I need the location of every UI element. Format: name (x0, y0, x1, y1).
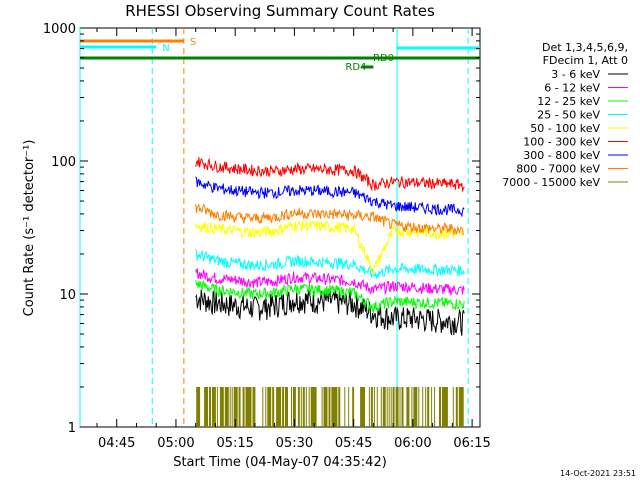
x-tick-label-2: 05:15 (216, 436, 253, 451)
legend-entry-5: 100 - 300 keV (523, 136, 600, 149)
series-line-3 (195, 249, 465, 279)
series-line-0 (195, 289, 465, 336)
series-line-1 (195, 268, 465, 296)
y-tick-label-0: 1 (68, 421, 76, 436)
y-tick-label-2: 100 (51, 155, 76, 170)
status-flags: S N RD0 RD4 (80, 37, 480, 73)
legend-entry-4: 50 - 100 keV (530, 122, 600, 135)
legend-entry-7: 800 - 7000 keV (516, 163, 600, 176)
series-lines (195, 157, 465, 427)
flag-label-2: RD0 (373, 53, 394, 64)
flag-label-0: S (190, 37, 196, 48)
y-axis-label: Count Rate (s⁻¹ detector⁻¹) (22, 140, 37, 317)
legend-entry-0: 3 - 6 keV (551, 68, 600, 81)
legend-header-1: FDecim 1, Att 0 (543, 54, 628, 67)
x-tick-label-4: 05:45 (335, 436, 372, 451)
series-line-2 (195, 279, 465, 314)
x-axis-ticks: 04:45 05:00 05:15 05:30 05:45 06:00 06:15 (96, 28, 491, 451)
x-tick-label-0: 04:45 (98, 436, 135, 451)
legend-entry-1: 6 - 12 keV (544, 82, 600, 95)
legend-entry-8: 7000 - 15000 keV (502, 176, 600, 189)
legend: Det 1,3,4,5,6,9,FDecim 1, Att 03 - 6 keV… (502, 41, 628, 189)
x-tick-label-6: 06:15 (453, 436, 490, 451)
y-tick-label-1: 10 (59, 288, 76, 303)
x-tick-label-5: 06:00 (394, 436, 431, 451)
legend-header-0: Det 1,3,4,5,6,9, (542, 41, 628, 54)
series-line-7 (195, 203, 465, 236)
x-tick-label-3: 05:30 (276, 436, 313, 451)
series-line-8 (196, 387, 464, 427)
chart-title: RHESSI Observing Summary Count Rates (125, 2, 435, 20)
series-line-6 (195, 176, 465, 218)
series-line-5 (195, 157, 465, 193)
legend-entry-6: 300 - 800 keV (523, 149, 600, 162)
legend-entry-2: 12 - 25 keV (537, 95, 600, 108)
flag-label-1: N (162, 43, 169, 54)
y-tick-label-3: 1000 (43, 22, 76, 37)
x-tick-label-1: 05:00 (157, 436, 194, 451)
footer-timestamp: 14-Oct-2021 23:51 (560, 469, 636, 478)
flag-label-3: RD4 (345, 62, 366, 73)
y-axis-ticks: 1 10 100 1000 (43, 22, 480, 436)
x-axis-label: Start Time (04-May-07 04:35:42) (173, 455, 387, 470)
vertical-markers (79, 28, 469, 427)
legend-entry-3: 25 - 50 keV (537, 109, 600, 122)
